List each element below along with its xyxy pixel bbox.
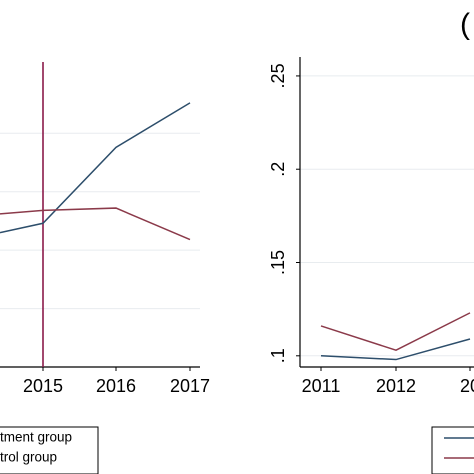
y-tick-label-right-1: .15 <box>268 250 288 275</box>
right-panel: .1 .15 .2 .25 2011 2012 20 <box>268 57 474 474</box>
x-tick-label-right-1: 2012 <box>376 376 416 396</box>
legend-box-right <box>431 426 474 474</box>
legend-label-left-1: trol group <box>0 450 57 465</box>
series-line-left-0 <box>0 102 191 234</box>
series-line-right-0 <box>320 338 471 361</box>
panel-label: ( <box>460 8 470 41</box>
x-tick-label-right-2: 20 <box>460 376 474 396</box>
y-tick-label-right-3: .25 <box>268 63 288 88</box>
series-line-right-1 <box>320 312 471 352</box>
x-tick-label-left-0: 2015 <box>23 376 63 396</box>
left-panel: 2015 2016 2017 tment group trol group <box>0 62 210 474</box>
x-tick-label-left-2: 2017 <box>170 376 210 396</box>
x-tick-label-right-0: 2011 <box>302 376 341 396</box>
y-tick-label-right-0: .1 <box>268 348 288 363</box>
series-line-left-1 <box>0 207 191 241</box>
x-tick-label-left-1: 2016 <box>96 376 136 396</box>
legend-label-left-0: tment group <box>0 430 72 445</box>
legend-box-left <box>0 426 99 474</box>
y-tick-label-right-2: .2 <box>268 162 288 177</box>
